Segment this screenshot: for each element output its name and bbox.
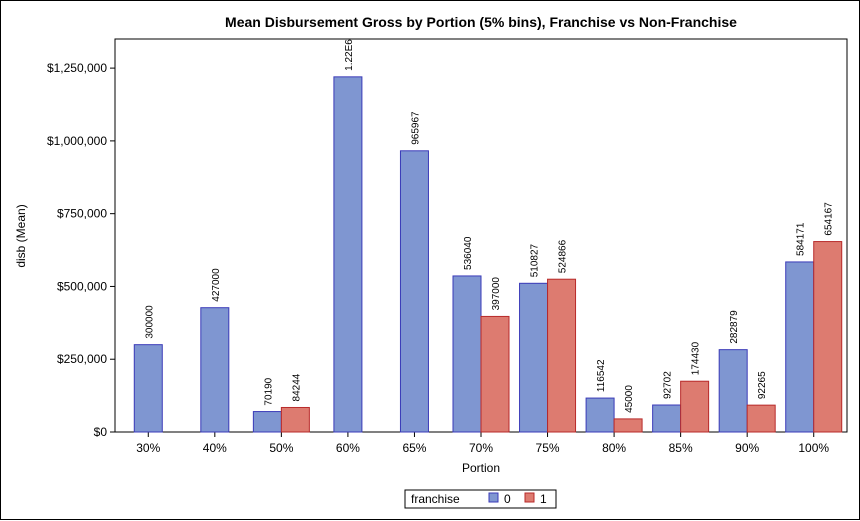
chart-title: Mean Disbursement Gross by Portion (5% b… bbox=[225, 14, 737, 30]
bar-series-0 bbox=[652, 404, 682, 433]
data-label: 70190 bbox=[263, 377, 274, 405]
data-label: 584171 bbox=[796, 222, 807, 256]
data-label: 282879 bbox=[729, 310, 740, 344]
bar-series-1 bbox=[680, 380, 710, 433]
y-tick-label: $1,250,000 bbox=[47, 61, 107, 75]
x-tick-label: 75% bbox=[536, 441, 560, 455]
x-tick-label: 90% bbox=[735, 441, 759, 455]
data-label: 510827 bbox=[530, 243, 541, 277]
data-label: 174430 bbox=[691, 341, 702, 375]
bar-series-0 bbox=[718, 349, 748, 433]
data-label: 397000 bbox=[491, 277, 502, 311]
data-label: 536040 bbox=[463, 236, 474, 270]
bar-series-0 bbox=[585, 397, 615, 433]
x-axis: 30% 40% 50% 60% 65% 70% 75% 80% 85% 90% 100% bbox=[136, 432, 829, 455]
data-label: 427000 bbox=[211, 268, 222, 302]
bar-series-0 bbox=[519, 282, 549, 433]
y-tick-label: $750,000 bbox=[57, 207, 107, 221]
legend-label-series-0: 0 bbox=[504, 492, 511, 506]
y-tick-label: $500,000 bbox=[57, 279, 107, 293]
data-label: 45000 bbox=[624, 385, 635, 413]
bar-series-0 bbox=[785, 261, 815, 433]
data-label: 116542 bbox=[596, 359, 607, 392]
data-label: 654167 bbox=[824, 202, 835, 236]
bar-series-0 bbox=[333, 76, 363, 433]
legend-swatch-series-0 bbox=[488, 492, 499, 503]
data-label: 300000 bbox=[144, 305, 155, 339]
y-axis: $0 $250,000 $500,000 $750,000 $1,000,000 $1,2… bbox=[47, 61, 115, 439]
legend: franchise 0 1 bbox=[404, 489, 557, 509]
x-tick-label: 100% bbox=[798, 441, 829, 455]
bar-series-0 bbox=[399, 150, 429, 433]
bar-series-0 bbox=[252, 411, 282, 433]
bar-series-group bbox=[133, 76, 843, 433]
y-tick-label: $250,000 bbox=[57, 352, 107, 366]
x-tick-label: 65% bbox=[402, 441, 426, 455]
legend-label-series-1: 1 bbox=[540, 492, 547, 506]
y-tick-label: $0 bbox=[94, 425, 108, 439]
data-label: 92702 bbox=[663, 371, 674, 399]
data-label: 92265 bbox=[757, 371, 768, 399]
x-tick-label: 50% bbox=[269, 441, 293, 455]
x-tick-label: 80% bbox=[602, 441, 626, 455]
bar-series-1 bbox=[813, 241, 843, 433]
x-tick-label: 60% bbox=[336, 441, 360, 455]
x-tick-label: 30% bbox=[136, 441, 160, 455]
data-label: 524866 bbox=[558, 239, 569, 273]
bar-series-1 bbox=[480, 315, 510, 433]
x-tick-label: 40% bbox=[203, 441, 227, 455]
bar-series-1 bbox=[613, 418, 643, 433]
bar-series-1 bbox=[547, 278, 577, 433]
bar-series-0 bbox=[200, 307, 230, 433]
data-label: 84244 bbox=[291, 373, 302, 401]
legend-title: franchise bbox=[411, 492, 460, 506]
x-tick-label: 70% bbox=[469, 441, 493, 455]
y-axis-label: disb (Mean) bbox=[14, 204, 28, 267]
bar-series-1 bbox=[746, 404, 776, 433]
data-label-group: 300000 427000 70190 84244 1.22E6 965967 536040… bbox=[144, 39, 834, 413]
data-label: 1.22E6 bbox=[344, 39, 355, 71]
bar-series-0 bbox=[133, 344, 163, 433]
x-axis-label: Portion bbox=[462, 461, 500, 475]
bar-series-1 bbox=[280, 406, 310, 433]
x-tick-label: 85% bbox=[669, 441, 693, 455]
legend-box bbox=[404, 489, 557, 509]
legend-swatch-series-1 bbox=[524, 492, 535, 503]
data-label: 965967 bbox=[410, 111, 421, 145]
bar-series-0 bbox=[452, 275, 482, 433]
y-tick-label: $1,000,000 bbox=[47, 134, 107, 148]
